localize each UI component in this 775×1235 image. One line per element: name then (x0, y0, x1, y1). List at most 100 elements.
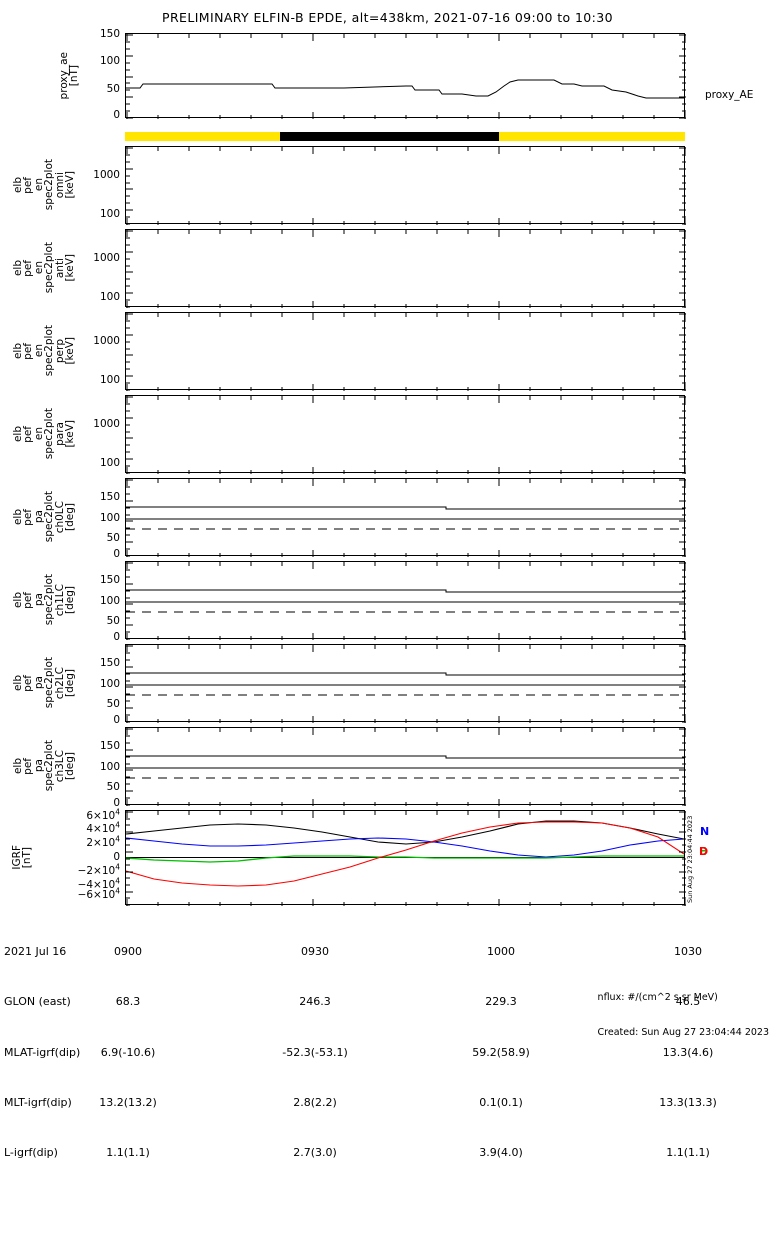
igrf-traces (126, 820, 684, 887)
ytick-proxy-ae-0: 0 (113, 109, 120, 121)
annotation-row-label: 2021 Jul 16 (4, 944, 67, 958)
legend-igrf-d: D (699, 845, 709, 858)
ylabel-word: spec2plot (43, 159, 55, 211)
ytick-pa-ch2lc-50: 50 (106, 698, 120, 710)
ytick-igrf-6e4: 6×104 (40, 808, 120, 822)
annotation-row-lshell: L-igrf(dip) 1.1(1.1) 2.7(3.0) 3.9(4.0) 1… (0, 1147, 775, 1160)
ytick-pa-ch3lc-150: 150 (99, 740, 120, 752)
bar-segment-yellow-right (499, 132, 685, 141)
ylabel-pa-ch0lc: elb pef pa spec2plot ch0LC [deg] (8, 478, 80, 556)
legend-proxy-ae: proxy_AE (705, 89, 754, 101)
ytick-en-perp-1000: 1000 (93, 335, 120, 347)
ylabel-word: spec2plot (43, 491, 55, 543)
ytick-igrf-4e4: 4×104 (40, 820, 120, 835)
ytick-proxy-ae-100: 100 (99, 55, 120, 67)
annotation-row-mlt: MLT-igrf(dip) 13.2(13.2) 2.8(2.2) 0.1(0.… (0, 1095, 775, 1110)
ylabel-word: [nT] (68, 64, 80, 87)
ytick-pa-ch0lc-50: 50 (106, 532, 120, 544)
ytick-exp: 4 (115, 862, 120, 872)
ytick-pa-ch0lc-100: 100 (99, 512, 120, 524)
ytick-en-para-1000: 1000 (93, 418, 120, 430)
ylabel-word: spec2plot (43, 740, 55, 792)
ylabel-en-omni: elb pef en spec2plot omni [keV] (8, 146, 80, 224)
ylabel-word: [deg] (64, 669, 76, 697)
ylabel-word: [keV] (64, 171, 76, 199)
ytick-pa-ch1lc-0: 0 (113, 631, 120, 643)
ytick-exp: 4 (115, 820, 120, 830)
ytick-text: 6×10 (86, 810, 116, 822)
pa-ch1lc-lines (126, 589, 684, 613)
ylabel-word: pef (22, 259, 34, 277)
ytick-text: −6×10 (77, 889, 116, 901)
ylabel-word: spec2plot (43, 408, 55, 460)
page-title: PRELIMINARY ELFIN-B EPDE, alt=438km, 202… (162, 10, 613, 25)
xtick-1000: 1000 (487, 944, 515, 958)
pa-ch0lc-lines (126, 506, 684, 530)
ytick-proxy-ae-50: 50 (106, 83, 120, 95)
lshell-value: 1.1(1.1) (106, 1146, 150, 1160)
ylabel-pa-ch3lc: elb pef pa spec2plot ch3LC [deg] (8, 727, 80, 805)
ytick-pa-ch1lc-150: 150 (99, 574, 120, 586)
ylabel-word: pef (22, 425, 34, 443)
ytick-text: 4×10 (86, 823, 116, 835)
ylabel-word: spec2plot (43, 657, 55, 709)
mlt-value: 0.1(0.1) (479, 1095, 523, 1109)
ylabel-word: [deg] (64, 503, 76, 531)
ytick-en-para-100: 100 (99, 457, 120, 469)
ylabel-word: [keV] (64, 420, 76, 448)
ylabel-word: spec2plot (43, 574, 55, 626)
ytick-igrf-m6e4: −6×104 (33, 887, 120, 901)
axis-ticks (126, 147, 686, 225)
panel-en-anti (125, 229, 686, 308)
glon-value: 68.3 (115, 995, 141, 1009)
ylabel-word: pef (22, 342, 34, 360)
ytick-pa-ch0lc-0: 0 (113, 548, 120, 560)
ytick-pa-ch3lc-100: 100 (99, 761, 120, 773)
ytick-en-perp-100: 100 (99, 374, 120, 386)
axis-ticks (126, 313, 686, 391)
ylabel-word: pef (22, 591, 34, 609)
annotation-row-label: MLAT-igrf(dip) (4, 1045, 81, 1059)
ytick-igrf-m2e4: −2×104 (33, 862, 120, 877)
ytick-en-anti-1000: 1000 (93, 252, 120, 264)
ytick-pa-ch2lc-150: 150 (99, 657, 120, 669)
axis-ticks (126, 396, 686, 474)
footer-units: nflux: #/(cm^2 s sr MeV) (597, 992, 718, 1003)
xtick-0930: 0930 (301, 944, 329, 958)
ytick-pa-ch1lc-50: 50 (106, 615, 120, 627)
lshell-value: 2.7(3.0) (293, 1146, 337, 1160)
ylabel-pa-ch1lc: elb pef pa spec2plot ch1LC [deg] (8, 561, 80, 639)
xtick-1030: 1030 (674, 944, 702, 958)
ytick-igrf-0: 0 (113, 851, 120, 863)
pa-ch3lc-lines (126, 755, 684, 779)
xtick-0900: 0900 (114, 944, 142, 958)
ylabel-en-para: elb pef en spec2plot para [keV] (8, 395, 80, 473)
panel-pa-ch3lc (125, 727, 686, 806)
ytick-en-omni-1000: 1000 (93, 169, 120, 181)
ylabel-word: [keV] (64, 254, 76, 282)
mlat-value: 59.2(58.9) (472, 1045, 530, 1059)
annotation-row-date: 2021 Jul 16 0900 0930 1000 1030 (0, 944, 775, 959)
ytick-pa-ch2lc-0: 0 (113, 714, 120, 726)
glon-value: 246.3 (299, 995, 331, 1009)
legend-igrf-e: E (699, 845, 707, 858)
panel-pa-ch0lc (125, 478, 686, 557)
ylabel-word: pef (22, 674, 34, 692)
created-date-vertical: Sun Aug 27 23:04:44 2023 (686, 815, 694, 903)
ytick-pa-ch1lc-100: 100 (99, 595, 120, 607)
panel-en-perp (125, 312, 686, 391)
proxy-ae-trace (126, 79, 684, 99)
ylabel-word: [deg] (64, 586, 76, 614)
ylabel-word: [deg] (64, 752, 76, 780)
ylabel-word: spec2plot (43, 242, 55, 294)
legend-igrf-n: N (700, 825, 710, 838)
ytick-pa-ch3lc-50: 50 (106, 781, 120, 793)
ylabel-en-anti: elb pef en spec2plot anti [keV] (8, 229, 80, 307)
ytick-pa-ch2lc-100: 100 (99, 678, 120, 690)
annotation-row-label: GLON (east) (4, 995, 71, 1009)
mlat-value: 6.9(-10.6) (100, 1045, 156, 1059)
ytick-pa-ch3lc-0: 0 (113, 797, 120, 809)
footer-created: Created: Sun Aug 27 23:04:44 2023 (597, 1026, 769, 1038)
ylabel-word: pef (22, 757, 34, 775)
mlt-value: 13.3(13.3) (659, 1095, 717, 1109)
